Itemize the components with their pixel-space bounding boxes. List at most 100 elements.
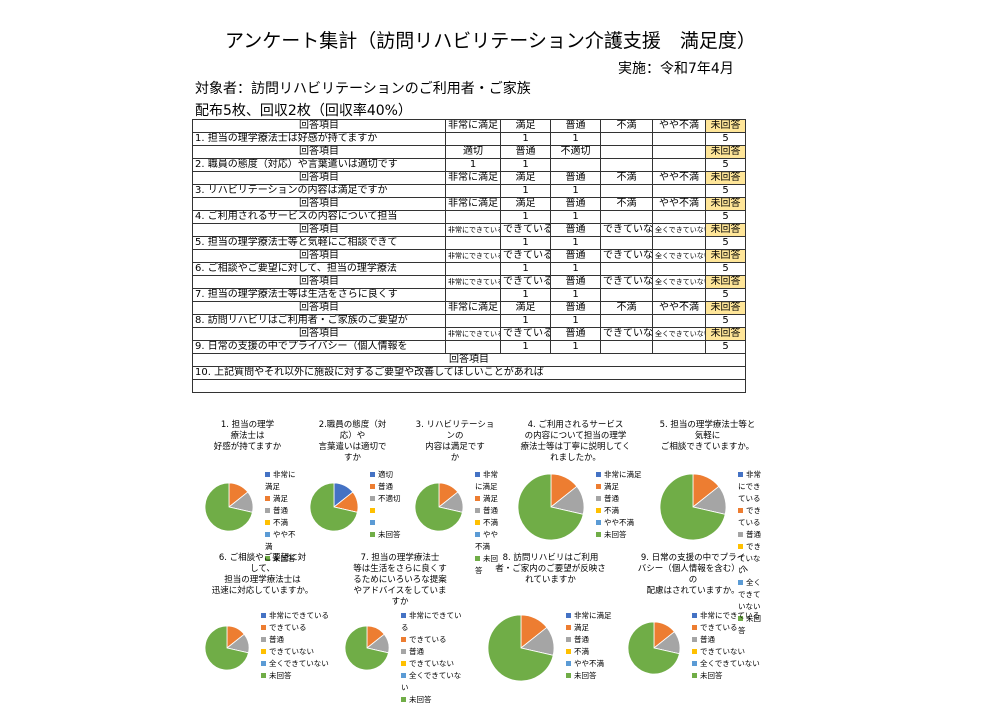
column-label: 普通 (550, 327, 601, 341)
header-label: 回答項目 (192, 275, 446, 289)
column-label: 非常に満足 (445, 119, 501, 133)
legend-item (370, 505, 401, 517)
legend-swatch (370, 508, 375, 513)
legend-item: やや不満 (265, 529, 300, 553)
legend-item: 普通 (370, 481, 401, 493)
legend-label: 未回答 (700, 671, 723, 680)
legend-item: 全くできていない (692, 658, 760, 670)
header-row: 回答項目非常にできているできている普通できていない全くできていない未回答 (192, 327, 746, 341)
legend-swatch (370, 496, 375, 501)
legend-label: できている (738, 506, 761, 527)
question: 5. 担当の理学療法士等と気軽にご相談できて (192, 236, 446, 250)
legend-label: 普通 (409, 647, 424, 656)
question: 2. 職員の態度（対応）や言葉遣いは適切です (192, 158, 446, 172)
count (600, 340, 653, 354)
column-label: できていない (600, 275, 653, 289)
column-label: やや不満 (652, 171, 706, 185)
legend-item: できていない (261, 646, 329, 658)
column-label: 非常にできている (445, 223, 501, 237)
column-label: 適切 (445, 145, 501, 159)
pie (659, 473, 727, 541)
legend: 非常に満足 満足 普通 不満 やや不満 未回答 (566, 610, 612, 682)
legend-swatch (738, 472, 743, 477)
pie (204, 625, 250, 671)
question: 1. 担当の理学療法士は好感が持てますか (192, 132, 446, 146)
header-row: 回答項目 (192, 353, 746, 367)
legend-swatch (692, 637, 697, 642)
header-row: 回答項目 非常に満足 満足 普通 不満 やや不満 未回答 (192, 197, 746, 211)
column-label: 普通 (500, 145, 551, 159)
legend-label: 未回答 (409, 695, 432, 704)
count: 5 (705, 236, 746, 250)
pie-chart: 9. 日常の支援の中でプライ バシー（個人情報を含む）へ の 配慮はされています… (618, 553, 768, 683)
legend-label: やや不満 (574, 659, 604, 668)
count: 5 (705, 288, 746, 302)
legend-label: 満足 (483, 494, 498, 503)
column-label: やや不満 (652, 119, 706, 133)
pie (414, 482, 464, 532)
column-label: 全くできていない (652, 275, 706, 289)
legend-item: 全くできていない (401, 670, 465, 694)
legend-label: 未回答 (604, 530, 627, 539)
count (652, 210, 706, 224)
legend-item: できていない (401, 658, 465, 670)
legend-item: 不満 (566, 646, 612, 658)
pie-slice (627, 621, 680, 675)
legend-swatch (265, 472, 270, 477)
legend-label: 非常に満足 (574, 611, 612, 620)
question: 4. ご利用されるサービスの内容について担当 (192, 210, 446, 224)
header-label: 回答項目 (192, 145, 446, 159)
count (445, 262, 501, 276)
column-label: 非常にできている (445, 249, 501, 263)
header-label: 回答項目 (192, 249, 446, 263)
date: 実施：令和7年4月 (618, 61, 734, 77)
pie (517, 473, 585, 541)
legend-swatch (370, 472, 375, 477)
column-label: 満足 (500, 119, 551, 133)
count: 1 (550, 288, 601, 302)
pie (487, 614, 555, 682)
legend-label: 不満 (604, 506, 619, 515)
legend-swatch (401, 637, 406, 642)
question-row: 9. 日常の支援の中でプライバシー（個人情報を 1 1 5 (192, 340, 746, 354)
target: 対象者：訪問リハビリテーションのご利用者・ご家族 (195, 81, 531, 97)
legend-item: 非常にできている (261, 610, 329, 622)
legend: 非常に満足 満足 普通 不満 やや不満 未回答 (265, 469, 300, 565)
legend-label: 普通 (378, 482, 393, 491)
legend-label: 未回答 (738, 614, 761, 635)
legend-item: 普通 (475, 505, 505, 517)
legend-swatch (401, 613, 406, 618)
legend-swatch (370, 520, 375, 525)
column-label: 非常に満足 (445, 301, 501, 315)
count (445, 236, 501, 250)
legend-label: できていない (738, 542, 761, 575)
legend-item: 未回答 (596, 529, 642, 541)
question: 7. 担当の理学療法士等は生活をさらに良くす (192, 288, 446, 302)
pie-slice (487, 614, 554, 682)
legend-label: できていない (409, 659, 454, 668)
legend-label: 全くできていない (401, 671, 462, 692)
header-row: 回答項目 非常に満足 満足 普通 不満 やや不満 未回答 (192, 171, 746, 185)
legend-label: 満足 (604, 482, 619, 491)
pie-chart: 4. ご利用されるサービス の内容について担当の理学 療法士等は丁寧に説明してく… (508, 420, 643, 550)
legend-item (370, 517, 401, 529)
legend-swatch (401, 673, 406, 678)
column-label: 非常にできている (445, 327, 501, 341)
header-row: 回答項目 適切 普通 不適切 未回答 (192, 145, 746, 159)
legend-label: できている (700, 623, 738, 632)
legend-swatch (401, 661, 406, 666)
pie (627, 621, 681, 675)
pie (309, 482, 359, 532)
count (652, 314, 706, 328)
count: 5 (705, 210, 746, 224)
question: 8. 訪問リハビリはご利用者・ご家族のご要望が (192, 314, 446, 328)
question: 6. ご相談やご要望に対して、担当の理学療法 (192, 262, 446, 276)
legend-label: やや不満 (604, 518, 634, 527)
legend-item: 普通 (401, 646, 465, 658)
legend-label: 非常にできている (700, 611, 760, 620)
question-row: 10. 上記質問やそれ以外に施設に対するご要望や改善してほしいことがあれば (192, 366, 746, 380)
legend-swatch (566, 613, 571, 618)
legend-item: 非常に満足 (475, 469, 505, 493)
legend-label: 全くできていない (700, 659, 760, 668)
count: 1 (500, 288, 551, 302)
